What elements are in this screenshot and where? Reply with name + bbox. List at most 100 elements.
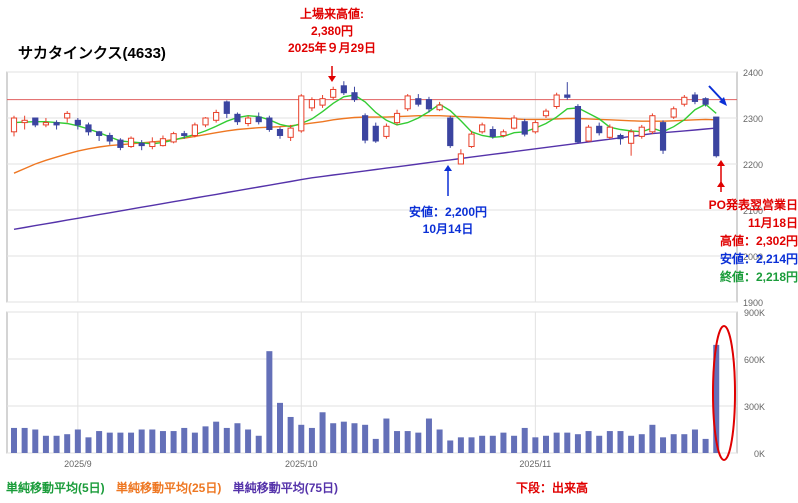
candle-down — [255, 116, 262, 123]
x-tick-label: 2025/11 — [519, 459, 551, 469]
candle-up — [308, 99, 316, 109]
volume-layer — [11, 344, 720, 453]
candle-up — [393, 112, 401, 124]
price-panel — [6, 71, 738, 303]
volume-highlight-ellipse — [712, 325, 736, 461]
volume-bar — [649, 424, 656, 453]
low-annotation: 安値：2,200円 10月14日 — [398, 204, 498, 238]
volume-bar — [447, 440, 454, 453]
candle-down — [340, 85, 347, 94]
candle-up — [191, 124, 198, 136]
price-tick-label: 2200 — [743, 160, 763, 170]
volume-bar — [670, 434, 677, 453]
candle-up — [585, 126, 592, 142]
high-arrowhead — [328, 76, 336, 82]
volume-bar — [457, 437, 464, 453]
volume-panel — [6, 311, 738, 454]
earnings-annotation: PO発表翌営業日 11月18日 高値：2,302円 安値：2,214円 終値：2… — [650, 196, 798, 286]
volume-bar — [532, 437, 539, 453]
high-note-line3: 2025年９月29日 — [287, 41, 377, 55]
volume-bar — [606, 431, 613, 453]
drop-arrowhead — [719, 97, 727, 106]
volume-bar — [223, 427, 230, 453]
candle-up — [202, 117, 209, 126]
drop-arrow — [708, 85, 725, 103]
candle-up — [127, 137, 135, 148]
volume-bar — [42, 435, 49, 453]
candle-up — [213, 111, 220, 121]
volume-bar — [170, 431, 177, 453]
volume-bar — [489, 435, 496, 453]
volume-bar — [11, 427, 17, 453]
candle-up — [10, 117, 18, 133]
volume-bar — [500, 432, 507, 453]
volume-bar — [21, 427, 28, 453]
candle-up — [532, 122, 539, 133]
candle-down — [96, 131, 103, 136]
all-time-high-annotation: 上場来高値: 2,380円 2025年９月29日 — [272, 6, 392, 57]
candle-down — [617, 134, 624, 140]
volume-bar — [266, 351, 273, 453]
volume-bar — [394, 431, 401, 453]
volume-bar — [415, 432, 422, 453]
low-note-line2: 10月14日 — [422, 222, 474, 236]
volume-bar — [404, 431, 411, 453]
candle-up — [681, 96, 688, 105]
volume-bar — [383, 418, 390, 453]
candle-down — [521, 121, 528, 135]
volume-bar — [308, 427, 315, 453]
candle-down — [574, 106, 582, 143]
chart-title: サカタインクス(4633) — [18, 45, 166, 62]
candle-down — [53, 122, 60, 126]
candle-up — [21, 119, 28, 124]
volume-bar — [202, 426, 209, 453]
candle-down — [74, 119, 81, 126]
candle-up — [149, 141, 156, 148]
candle-up — [404, 95, 411, 110]
candle-down — [447, 117, 454, 147]
candle-up — [500, 131, 507, 136]
volume-bar — [159, 431, 166, 453]
volume-bar — [96, 431, 103, 453]
volume-bar — [521, 427, 528, 453]
candle-down — [415, 98, 422, 105]
volume-bar — [234, 423, 241, 453]
earnings-arrowhead — [717, 160, 725, 166]
volume-bar — [511, 435, 518, 453]
candle-up — [628, 131, 635, 144]
volume-bar — [32, 429, 39, 453]
candle-up — [244, 117, 252, 125]
candle-up — [287, 127, 294, 138]
volume-bar — [702, 438, 709, 453]
candle-up — [298, 95, 305, 132]
volume-bar — [106, 432, 113, 453]
annotation-layer — [328, 66, 736, 461]
volume-bar — [468, 437, 475, 453]
volume-bar — [638, 434, 645, 453]
high-note-line1: 上場来高値: — [300, 7, 364, 21]
candle-down — [117, 139, 124, 148]
volume-bar — [149, 429, 156, 453]
volume-bar — [574, 434, 581, 453]
price-tick-label: 2400 — [743, 68, 763, 78]
earn-note-line1: PO発表翌営業日 — [708, 198, 798, 212]
volume-bar — [691, 429, 698, 453]
volume-bar — [340, 421, 347, 453]
volume-bar — [660, 437, 667, 453]
candle-down — [266, 117, 273, 130]
candle-down — [372, 125, 379, 142]
candle-up — [330, 88, 337, 98]
legend-ma5: 単純移動平均(5日) — [6, 481, 105, 495]
volume-bar — [277, 402, 283, 453]
volume-bar — [425, 418, 432, 453]
candle-up — [670, 108, 677, 118]
ma75-line — [13, 127, 717, 230]
volume-bar — [74, 429, 81, 453]
volume-bar — [287, 416, 294, 453]
candle-down — [713, 116, 720, 157]
volume-bar — [64, 434, 71, 453]
volume-bar — [85, 437, 92, 453]
volume-bar — [128, 432, 135, 453]
volume-bar — [298, 424, 305, 453]
volume-bar — [330, 423, 337, 453]
